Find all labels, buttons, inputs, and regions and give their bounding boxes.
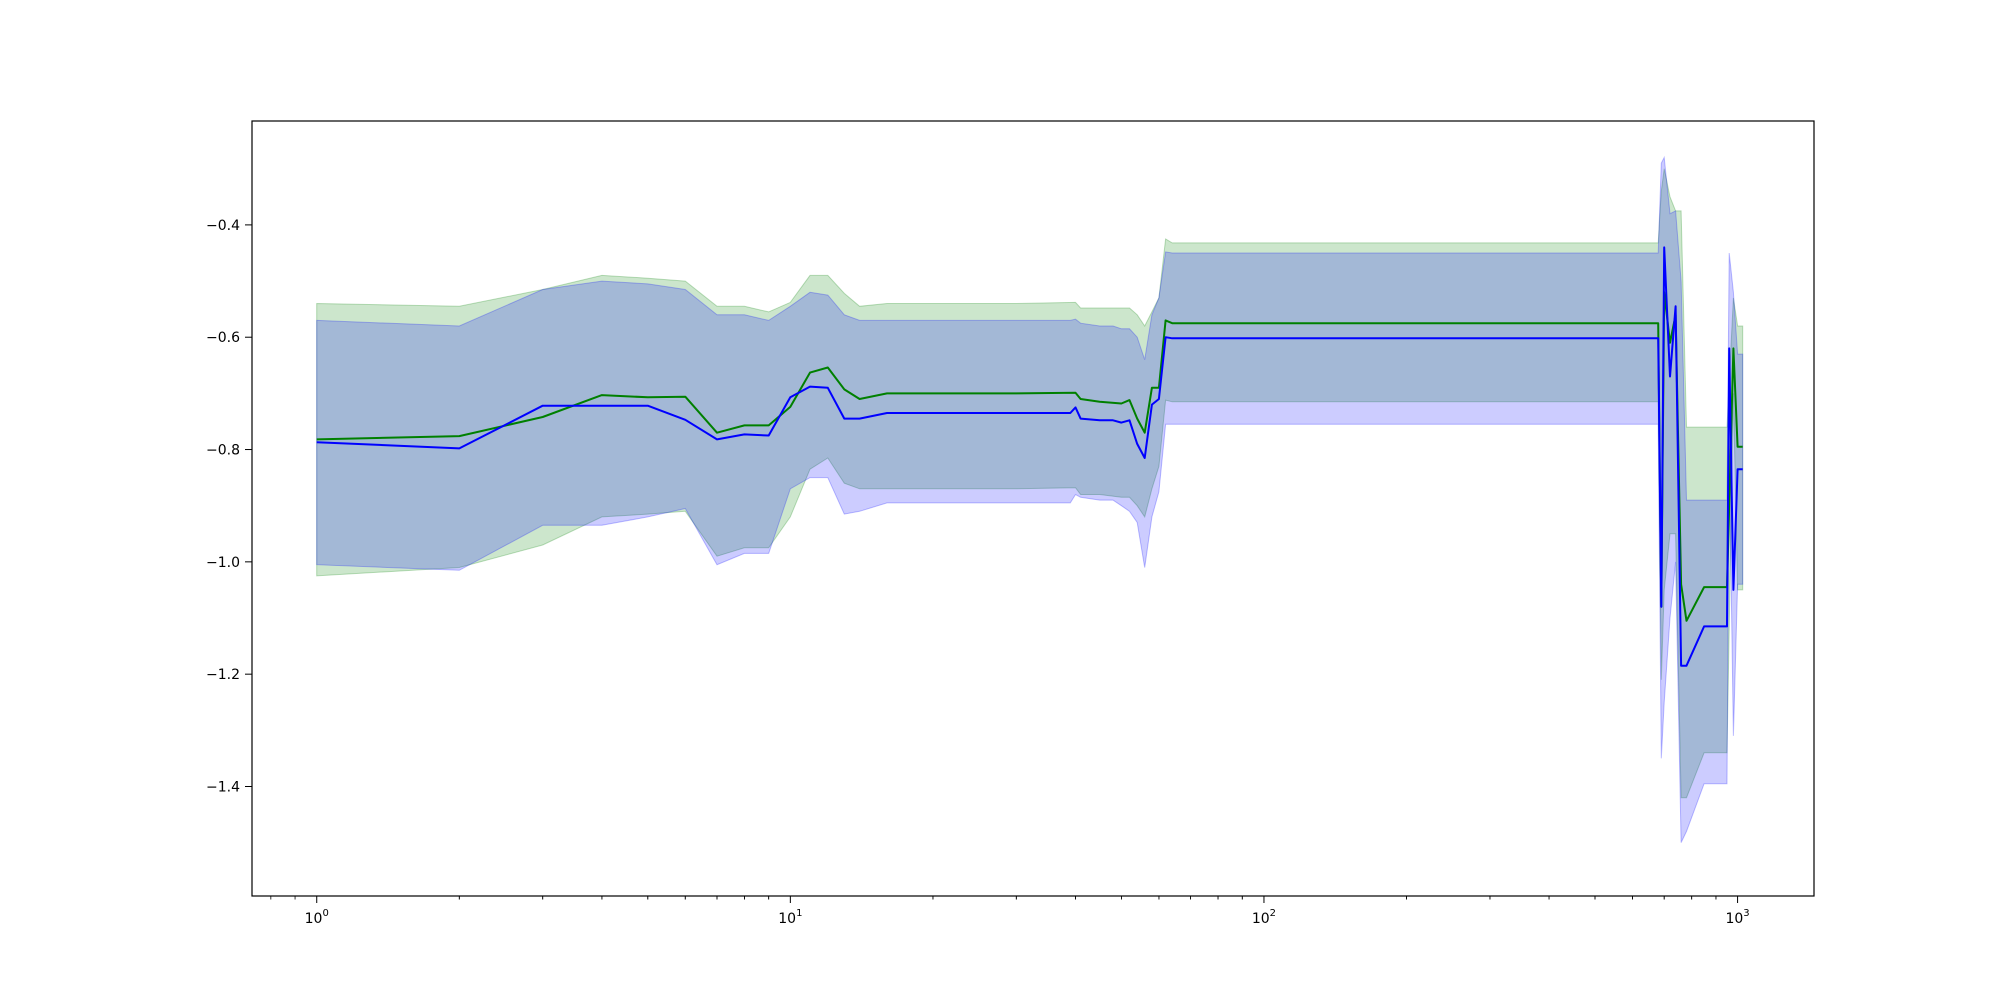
y-tick-label: −0.6 [206, 330, 240, 346]
series-1-band [316, 168, 1744, 799]
series-2-band [316, 155, 1744, 843]
y-tick-label: −0.4 [206, 218, 240, 234]
series-2-line [316, 246, 1743, 667]
x-tick-label: 102 [1252, 908, 1276, 927]
confidence-bands [316, 155, 1744, 843]
x-tick-label: 100 [305, 908, 329, 927]
x-tick-label: 103 [1725, 908, 1749, 927]
y-axis: −0.4 −0.6 −0.8 −1.0 −1.2 −1.4 [206, 218, 252, 795]
y-tick-label: −1.0 [206, 555, 240, 571]
x-axis: 100 101 102 103 [270, 896, 1750, 927]
x-tick-label: 101 [778, 908, 802, 927]
plot-frame [251, 120, 1815, 897]
mean-lines [316, 246, 1743, 667]
y-tick-label: −1.2 [206, 667, 240, 683]
y-tick-label: −1.4 [206, 779, 240, 795]
y-tick-label: −0.8 [206, 443, 240, 459]
